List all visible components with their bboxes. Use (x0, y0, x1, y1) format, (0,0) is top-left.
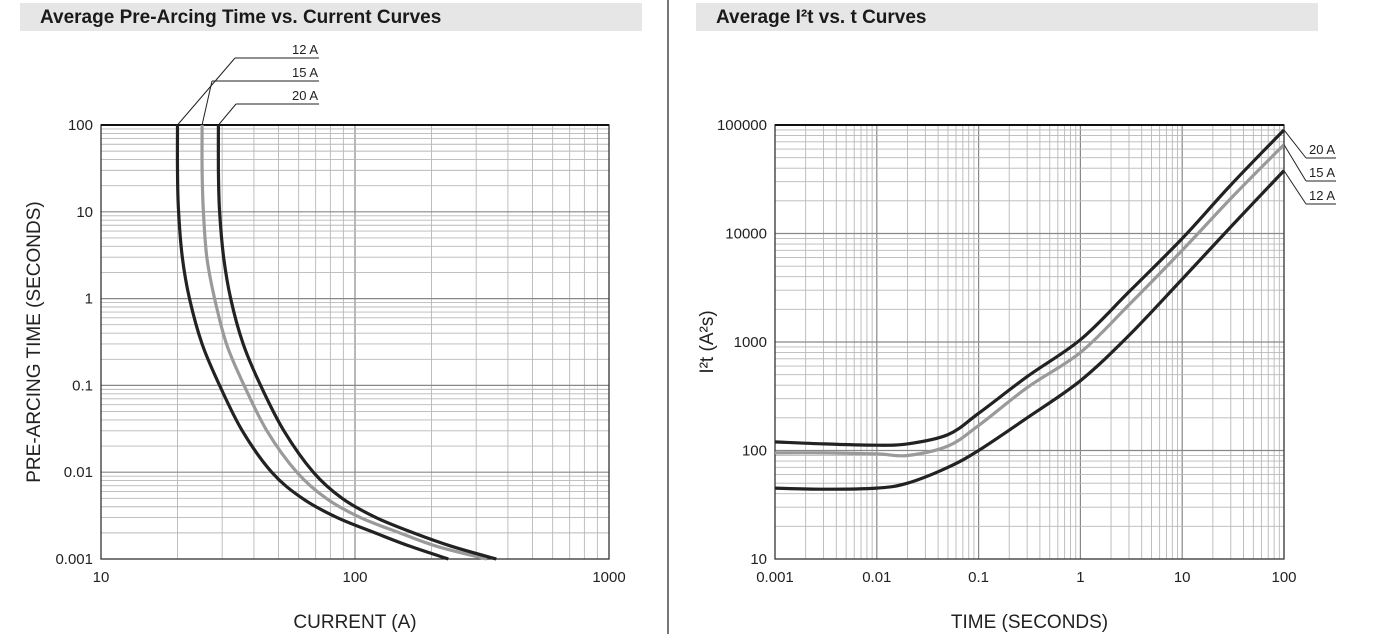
x-tick-label: 10 (93, 569, 110, 586)
legend-label: 15 A (1309, 165, 1335, 180)
legend-leader-line (1283, 144, 1307, 182)
right-chart-header: Average I²t vs. t Curves (696, 3, 1318, 31)
x-tick-label: 100 (342, 569, 367, 586)
y-tick-label: 1 (85, 291, 93, 308)
y-tick-label: 0.1 (72, 377, 93, 394)
legend-label: 20 A (1309, 142, 1335, 157)
x-tick-label: 10 (1174, 569, 1191, 586)
legend-leader-line (1283, 129, 1307, 159)
series-line-20-a (775, 128, 1286, 447)
legend-leader-line (201, 80, 213, 126)
series-line-20-a (216, 124, 497, 561)
x-tick-label: 100 (1271, 569, 1296, 586)
x-axis-title: CURRENT (A) (293, 612, 416, 633)
series-line-15-a (200, 124, 488, 561)
y-axis-title: PRE-ARCING TIME (SECONDS) (24, 201, 45, 483)
legend-label: 12 A (1309, 188, 1335, 203)
x-tick-label: 0.001 (756, 569, 794, 586)
left-chart-title: Average Pre-Arcing Time vs. Current Curv… (40, 7, 442, 28)
legend-leader-line (218, 103, 237, 126)
y-tick-label: 100000 (717, 117, 767, 134)
x-tick-label: 0.1 (968, 569, 989, 586)
legend-label: 15 A (292, 65, 318, 80)
legend-leader-line (177, 57, 236, 126)
series-line-15-a (775, 143, 1286, 458)
x-tick-label: 1 (1076, 569, 1084, 586)
legend-label: 12 A (292, 42, 318, 57)
y-axis-title: I²t (A²s) (697, 310, 718, 373)
series-line-12-a (175, 124, 449, 561)
x-tick-label: 1000 (592, 569, 625, 586)
y-tick-label: 0.001 (55, 551, 93, 568)
left-chart-header: Average Pre-Arcing Time vs. Current Curv… (20, 3, 642, 31)
legend-leader-line (1283, 170, 1307, 205)
y-tick-label: 100 (742, 443, 767, 460)
legend-label: 20 A (292, 88, 318, 103)
y-tick-label: 1000 (734, 334, 767, 351)
panel-divider (667, 0, 669, 634)
y-tick-label: 0.01 (64, 464, 93, 481)
y-tick-label: 10 (750, 551, 767, 568)
y-tick-label: 10 (76, 204, 93, 221)
x-axis-title: TIME (SECONDS) (951, 612, 1108, 633)
series-line-12-a (775, 169, 1286, 491)
right-chart-title: Average I²t vs. t Curves (716, 7, 927, 28)
x-tick-label: 0.01 (862, 569, 891, 586)
y-tick-label: 10000 (725, 226, 767, 243)
y-tick-label: 100 (68, 117, 93, 134)
